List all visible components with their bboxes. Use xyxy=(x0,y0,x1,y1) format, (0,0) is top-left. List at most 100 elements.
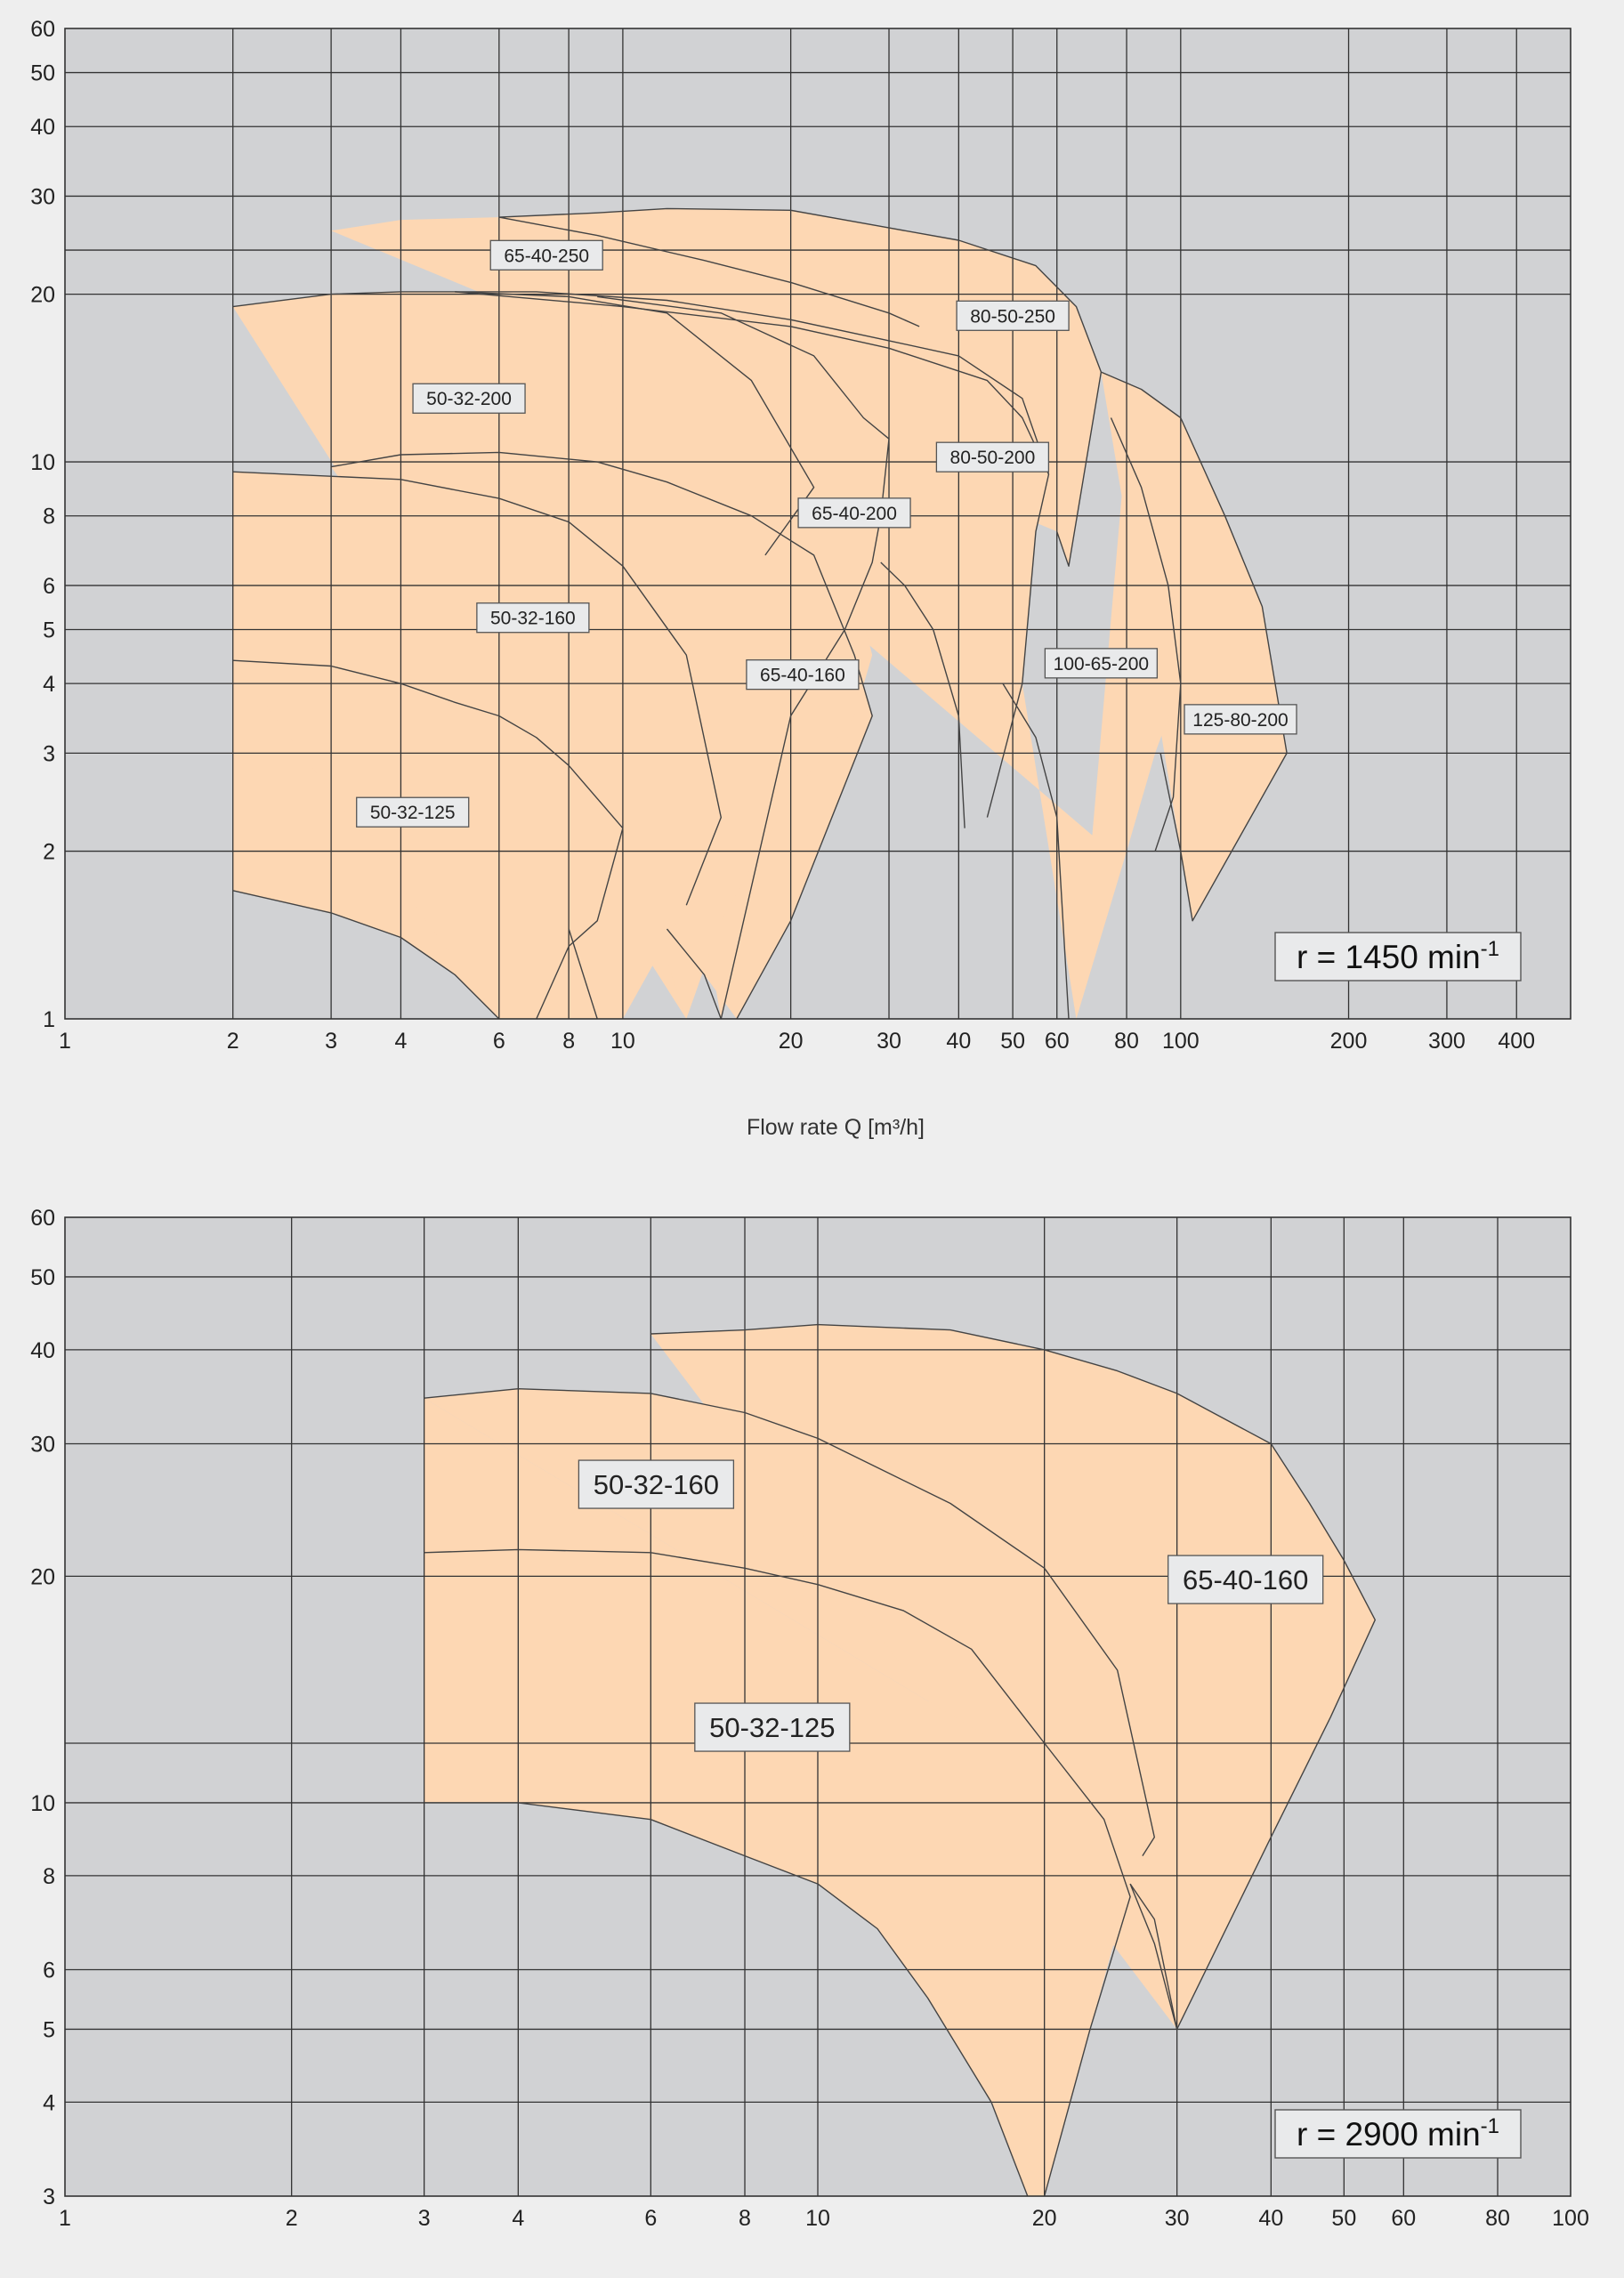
x-tick-labels: 1 2 3 4 6 8 10 20 30 40 50 60 80 100 xyxy=(59,2206,1589,2231)
region-100-65-200 xyxy=(1076,439,1181,1019)
x-tick-label: 2 xyxy=(227,1029,239,1054)
region-50-32-125-inner xyxy=(232,660,623,1019)
pump-label-80-50-200: 80-50-200 xyxy=(935,441,1050,473)
y-tick-label: 4 xyxy=(43,672,55,697)
pump-label-50-32-125: 50-32-125 xyxy=(694,1702,851,1752)
y-tick-label: 3 xyxy=(43,741,55,766)
regions xyxy=(232,208,1288,1019)
label-text: 65-40-250 xyxy=(504,246,589,266)
x-axis-title: Flow rate Q [m³/h] xyxy=(747,1115,925,1140)
x-tick-label: 100 xyxy=(1162,1029,1200,1054)
pump-curve xyxy=(424,1802,1029,2197)
x-tick-label: 50 xyxy=(1000,1029,1025,1054)
x-tick-label: 8 xyxy=(739,2206,751,2231)
x-tick-label: 200 xyxy=(1330,1029,1368,1054)
label-text: 50-32-160 xyxy=(594,1469,719,1500)
x-tick-label: 1 xyxy=(59,2206,71,2231)
y-tick-label: 40 xyxy=(30,1338,55,1363)
pump-label-65-40-160: 65-40-160 xyxy=(1168,1555,1324,1604)
region-80-50-200 xyxy=(455,291,1111,1019)
label-text: 80-50-200 xyxy=(950,448,1036,468)
speed-text: r = 1450 min-1 xyxy=(1297,937,1499,975)
x-tick-label: 100 xyxy=(1552,2206,1589,2231)
pump-curve xyxy=(455,291,1050,818)
pump-label-100-65-200: 100-65-200 xyxy=(1044,648,1159,679)
x-tick-label: 6 xyxy=(644,2206,657,2231)
pump-label-80-50-250: 80-50-250 xyxy=(956,300,1070,331)
x-tick-label: 10 xyxy=(610,1029,635,1054)
x-tick-label: 20 xyxy=(779,1029,804,1054)
label-box xyxy=(797,497,911,529)
x-tick-label: 50 xyxy=(1331,2206,1356,2231)
x-tick-label: 80 xyxy=(1485,2206,1510,2231)
label-box xyxy=(489,239,603,271)
pump-curve xyxy=(498,207,1103,567)
pump-curve xyxy=(498,216,920,327)
x-tick-label: 4 xyxy=(512,2206,524,2231)
y-tick-label: 50 xyxy=(30,61,55,86)
pump-label-65-40-200: 65-40-200 xyxy=(797,497,911,529)
pump-label-50-32-125: 50-32-125 xyxy=(356,796,470,828)
y-tick-label: 20 xyxy=(30,283,55,308)
pump-curve xyxy=(424,1548,1131,2197)
pump-label-65-40-160: 65-40-160 xyxy=(746,658,860,691)
x-tick-label: 3 xyxy=(325,1029,337,1054)
x-tick-label: 2 xyxy=(286,2206,298,2231)
pump-curve xyxy=(1129,1883,1178,2030)
chart-2: 1 2 3 4 6 8 10 20 30 40 50 60 80 100 3 4 5 6 8 10 20 30 40 50 60… xyxy=(30,1206,1589,2231)
x-tick-label: 80 xyxy=(1114,1029,1139,1054)
x-tick-label: 6 xyxy=(493,1029,505,1054)
label-box xyxy=(356,796,470,828)
pump-curve xyxy=(424,1388,1155,1856)
y-tick-label: 30 xyxy=(30,1433,55,1458)
y-tick-label: 20 xyxy=(30,1564,55,1589)
pump-labels: 65-40-250 80-50-250 50-32-200 80-50-200 65-4… xyxy=(356,239,1297,828)
label-box xyxy=(956,300,1070,331)
y-tick-label: 2 xyxy=(43,840,55,865)
x-tick-label: 60 xyxy=(1045,1029,1070,1054)
x-tick-label: 3 xyxy=(418,2206,431,2231)
chart-1: 1 2 3 4 6 8 10 20 30 40 50 60 80 100 200 300 40012345681… xyxy=(30,17,1571,1140)
y-tick-label: 8 xyxy=(43,1864,55,1889)
x-tick-label: 1 xyxy=(59,1029,71,1054)
pump-curve xyxy=(880,561,966,828)
pump-labels: 50-32-160 65-40-160 50-32-125 xyxy=(578,1459,1324,1752)
x-tick-label: 10 xyxy=(805,2206,830,2231)
y-tick-label: 40 xyxy=(30,115,55,140)
pump-curve xyxy=(232,291,815,556)
pump-curve xyxy=(666,928,722,1020)
speed-label: r = 1450 min-1 xyxy=(1274,932,1522,981)
pump-label-50-32-200: 50-32-200 xyxy=(412,383,526,414)
label-text: 50-32-160 xyxy=(490,609,576,629)
y-tick-labels: 3 4 5 6 8 10 20 30 40 50 60 xyxy=(30,1206,55,2209)
y-tick-label: 6 xyxy=(43,1958,55,1983)
regions xyxy=(424,1324,1376,2196)
x-tick-label: 60 xyxy=(1391,2206,1416,2231)
x-tick-label: 40 xyxy=(1258,2206,1283,2231)
label-box xyxy=(935,441,1050,473)
x-tick-labels: 1 2 3 4 6 8 10 20 30 40 50 60 80 100 200 300 400 xyxy=(59,1029,1535,1054)
label-box xyxy=(746,658,860,691)
pump-curve xyxy=(232,659,624,1020)
y-tick-label: 60 xyxy=(30,17,55,42)
region-65-40-160 xyxy=(650,1324,1376,2030)
pump-curve xyxy=(1110,417,1182,852)
label-box xyxy=(1044,648,1159,679)
y-tick-label: 5 xyxy=(43,618,55,642)
y-tick-label: 10 xyxy=(30,1791,55,1816)
pump-curve xyxy=(330,451,873,1020)
speed-box xyxy=(1274,932,1522,981)
y-tick-label: 50 xyxy=(30,1265,55,1290)
x-tick-label: 300 xyxy=(1428,1029,1466,1054)
label-text: 125-80-200 xyxy=(1192,710,1288,731)
speed-text: r = 2900 min-1 xyxy=(1297,2114,1499,2153)
label-text: 65-40-200 xyxy=(812,504,897,524)
pump-curve xyxy=(232,890,500,1020)
y-tick-label: 3 xyxy=(43,2185,55,2209)
pump-curve xyxy=(1002,683,1070,1020)
pump-curve xyxy=(232,471,722,906)
x-tick-label: 30 xyxy=(1165,2206,1190,2231)
y-tick-label: 6 xyxy=(43,574,55,599)
pump-label-50-32-160: 50-32-160 xyxy=(476,602,590,634)
